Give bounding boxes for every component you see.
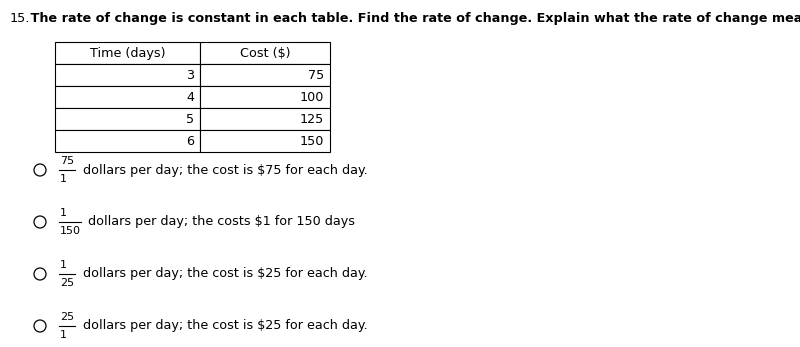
Text: 1: 1 xyxy=(60,174,67,184)
Text: dollars per day; the costs $1 for 150 days: dollars per day; the costs $1 for 150 da… xyxy=(89,215,355,229)
Text: 100: 100 xyxy=(300,91,324,103)
Bar xyxy=(55,64,200,86)
Bar xyxy=(200,42,330,64)
Text: Time (days): Time (days) xyxy=(90,46,166,59)
Bar xyxy=(200,130,330,152)
Text: 150: 150 xyxy=(300,135,324,147)
Text: Cost ($): Cost ($) xyxy=(240,46,290,59)
Text: 25: 25 xyxy=(60,278,74,288)
Bar xyxy=(55,108,200,130)
Text: 1: 1 xyxy=(60,208,67,218)
Text: 4: 4 xyxy=(186,91,194,103)
Text: 1: 1 xyxy=(60,260,67,270)
Text: dollars per day; the cost is $75 for each day.: dollars per day; the cost is $75 for eac… xyxy=(83,163,368,177)
Text: 3: 3 xyxy=(186,68,194,82)
Text: 15.: 15. xyxy=(10,12,30,25)
Bar xyxy=(200,64,330,86)
Text: 150: 150 xyxy=(60,226,81,236)
Text: 5: 5 xyxy=(186,112,194,126)
Bar xyxy=(200,86,330,108)
Text: The rate of change is constant in each table. Find the rate of change. Explain w: The rate of change is constant in each t… xyxy=(26,12,800,25)
Text: dollars per day; the cost is $25 for each day.: dollars per day; the cost is $25 for eac… xyxy=(83,268,368,280)
Text: dollars per day; the cost is $25 for each day.: dollars per day; the cost is $25 for eac… xyxy=(83,320,368,332)
Bar xyxy=(55,86,200,108)
Bar xyxy=(200,108,330,130)
Text: 75: 75 xyxy=(60,156,74,166)
Text: 6: 6 xyxy=(186,135,194,147)
Bar xyxy=(55,130,200,152)
Text: 75: 75 xyxy=(308,68,324,82)
Bar xyxy=(55,42,200,64)
Text: 125: 125 xyxy=(300,112,324,126)
Text: 25: 25 xyxy=(60,312,74,322)
Text: 1: 1 xyxy=(60,330,67,340)
